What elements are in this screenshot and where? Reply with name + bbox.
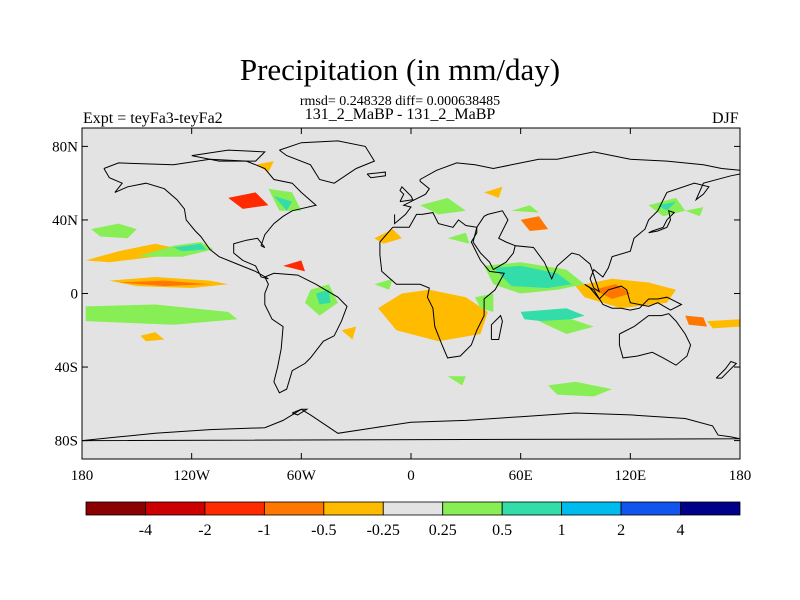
stats-line: rmsd= 0.248328 diff= 0.000638485 <box>299 94 501 109</box>
coastline-madagascar <box>490 314 503 340</box>
anomaly-patch-south-america-east-orange <box>341 326 357 340</box>
colorbar-label: 0.25 <box>429 522 457 539</box>
coastline-antarctic-peninsula <box>292 408 309 416</box>
coastline-south-america <box>264 272 348 394</box>
map-layer <box>82 128 740 459</box>
anomaly-patch-north-atlantic-red <box>228 192 269 209</box>
x-tick-label: 180 <box>71 468 94 484</box>
colorbar-swatch <box>263 501 325 516</box>
anomaly-patch-east-asia-cyan <box>657 201 676 211</box>
chart-title: Precipitation (in mm/day) <box>239 52 561 87</box>
coastline-indonesia <box>584 283 683 311</box>
anomaly-patch-southern-ocean-green-2 <box>447 376 466 386</box>
anomaly-patch-maritime-red <box>593 284 631 299</box>
y-tick-label: 0 <box>71 287 79 303</box>
colorbar-swatch <box>680 501 741 516</box>
colorbar-swatch <box>620 501 681 516</box>
anomaly-patch-central-america-red <box>283 260 305 272</box>
colorbar-swatch <box>145 501 206 516</box>
anomaly-patch-greenland-orange <box>255 161 274 173</box>
anomaly-patch-amazon-cyan <box>316 289 331 305</box>
colorbar: -4 -2 -1 -0.5 -0.25 0.25 0.5 1 2 4 <box>85 501 741 539</box>
colorbar-swatch <box>323 501 384 516</box>
anomaly-patch-itcz-pacific-red <box>118 280 210 287</box>
anomaly-patch-north-pacific-green <box>685 207 704 217</box>
colorbar-label: -0.25 <box>367 522 400 539</box>
colorbar-swatch <box>204 501 265 516</box>
anomaly-patch-australia-cyan <box>520 308 585 323</box>
colorbar-label: 0.5 <box>492 522 512 539</box>
anomaly-patch-pacific-north-orange <box>85 243 174 263</box>
colorbar-label: 2 <box>617 522 625 539</box>
colorbar-label: 4 <box>677 522 685 539</box>
anomaly-patch-siberia-green <box>511 205 539 213</box>
anomaly-patch-spcz-green <box>85 304 238 325</box>
x-tick-label: 180 <box>729 468 752 484</box>
anomaly-patch-north-atlantic-cyan <box>273 196 293 211</box>
season-label: DJF <box>712 110 739 127</box>
x-tick-label: 120W <box>173 468 211 484</box>
experiment-label: Expt = teyFa3-teyFa2 <box>83 110 223 127</box>
coastline-uk <box>399 185 414 203</box>
anomaly-patch-australia-green <box>538 319 594 334</box>
coastline-africa-europe-asia <box>379 212 505 359</box>
y-tick-label: 40N <box>52 213 78 229</box>
anomaly-patch-indian-ocean-cyan <box>493 265 572 288</box>
anomaly-patch-southern-ocean-green <box>548 381 613 397</box>
x-tick-label: 60W <box>287 468 317 484</box>
colorbar-swatch <box>85 501 146 516</box>
anomaly-patch-dateline-south-orange <box>707 319 740 329</box>
anomaly-patch-africa-south-orange-2 <box>378 289 488 342</box>
colorbar-swatch <box>501 501 563 516</box>
coastline-australia <box>618 313 692 366</box>
coastline-iceland <box>366 171 386 179</box>
y-tick-label: 80S <box>55 434 78 450</box>
coastline-greenland <box>279 140 376 184</box>
x-tick-label: 60E <box>509 468 533 484</box>
colorbar-label: -0.5 <box>311 522 336 539</box>
anomaly-patch-eurasia-orange <box>484 186 503 198</box>
anomaly-patch-pacific-north-cyan <box>173 243 207 252</box>
colorbar-label: -2 <box>198 522 211 539</box>
colorbar-label: -1 <box>258 522 271 539</box>
comparison-label: 131_2_MaBP - 131_2_MaBP <box>304 106 496 123</box>
coastline-japan <box>648 210 676 234</box>
x-tick-label: 0 <box>407 468 415 484</box>
anomaly-patch-sahara-green <box>447 232 470 244</box>
axis-layer: 180 120W 60W 0 60E 120E 180 80N 40N 0 40S 80S <box>52 128 751 484</box>
coastline-new-zealand <box>715 360 738 379</box>
colorbar-label: 1 <box>558 522 566 539</box>
x-tick-label: 120E <box>614 468 646 484</box>
coastline-eurasia <box>394 151 740 293</box>
colorbar-label: -4 <box>139 522 152 539</box>
anomaly-patch-south-pacific-east-red <box>685 315 708 327</box>
anomaly-patch-south-pacific-orange <box>140 332 165 342</box>
anomaly-patch-africa-west-green <box>374 278 393 290</box>
coastline-arctic-islands <box>191 149 266 162</box>
anomaly-patch-siberia-red <box>520 216 549 231</box>
colorbar-swatch <box>442 501 503 516</box>
anomaly-patch-europe-green <box>420 197 466 215</box>
y-tick-label: 40S <box>55 360 78 376</box>
coastline-north-america <box>103 158 318 280</box>
y-tick-label: 80N <box>52 139 78 155</box>
colorbar-swatch <box>561 501 622 516</box>
coastline-antarctica <box>82 408 740 442</box>
anomaly-patch-pacific-north-green <box>91 223 137 239</box>
colorbar-swatch <box>382 501 444 516</box>
